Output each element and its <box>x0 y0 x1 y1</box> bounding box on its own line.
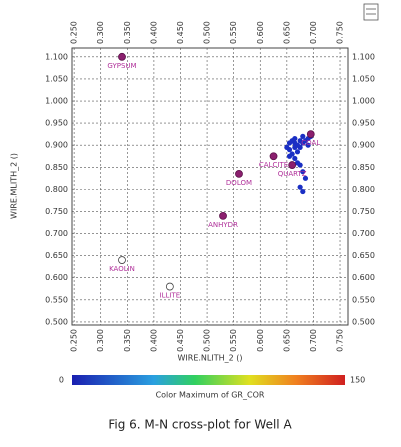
mineral-point <box>235 170 243 178</box>
data-point <box>300 169 306 175</box>
x-tick-label: 0.300 <box>96 329 105 352</box>
mineral-point <box>118 256 126 264</box>
data-point <box>286 153 293 159</box>
y-tick-label: 0.600 <box>352 273 375 282</box>
y-tick-label: 1.100 <box>45 52 68 61</box>
y-tick-label: 0.650 <box>45 251 68 260</box>
x-tick-label: 0.650 <box>282 21 291 44</box>
y-tick-label: 0.900 <box>45 141 68 150</box>
y-tick-label: 0.850 <box>352 163 375 172</box>
data-point <box>292 144 298 151</box>
y-tick-label: 1.100 <box>352 52 375 61</box>
mineral-label: DOLOM <box>226 179 252 187</box>
y-tick-label: 1.000 <box>45 97 68 106</box>
x-tick-label: 0.500 <box>203 21 212 44</box>
x-axis-label: WIRE.NLITH_2 () <box>177 354 242 363</box>
x-tick-label: 0.450 <box>176 21 185 44</box>
y-tick-label: 0.700 <box>45 229 68 238</box>
y-tick-label: 0.650 <box>352 251 375 260</box>
y-axis-label: WIRE.MLITH_2 () <box>10 153 19 219</box>
x-tick-label: 0.400 <box>149 21 158 44</box>
y-tick-label: 0.600 <box>45 273 68 282</box>
data-point <box>292 155 298 162</box>
mineral-label: CALCITE <box>259 161 288 169</box>
x-tick-label: 0.350 <box>123 21 132 44</box>
data-point <box>297 184 303 190</box>
y-tick-label: 0.900 <box>352 141 375 150</box>
data-point <box>302 175 309 181</box>
x-tick-label: 0.650 <box>282 329 291 352</box>
x-tick-label: 0.550 <box>229 21 238 44</box>
mineral-point <box>288 161 297 169</box>
mineral-point <box>306 130 315 139</box>
x-tick-label: 0.700 <box>309 21 318 44</box>
y-tick-label: 0.800 <box>45 185 68 194</box>
y-tick-label: 0.950 <box>45 119 68 128</box>
x-tick-label: 0.750 <box>336 329 345 352</box>
data-point <box>292 135 298 142</box>
mineral-label: KAOLIN <box>109 265 135 273</box>
y-tick-label: 0.550 <box>45 295 68 304</box>
x-tick-label: 0.600 <box>256 329 265 352</box>
data-point <box>292 140 298 146</box>
data-point <box>297 144 303 151</box>
caption: Fig 6. M-N cross-plot for Well A <box>108 418 292 432</box>
y-tick-label: 0.850 <box>45 163 68 172</box>
x-tick-label: 0.700 <box>309 329 318 352</box>
mineral-label: QUARTZ <box>278 170 307 178</box>
corner-icon <box>363 3 379 21</box>
data-point <box>297 162 303 168</box>
y-tick-label: 0.500 <box>352 317 375 326</box>
data-point <box>300 188 306 195</box>
x-tick-label: 0.500 <box>203 329 212 352</box>
mineral-point <box>269 152 278 161</box>
mineral-label: COAL <box>301 139 320 147</box>
data-point <box>305 142 311 148</box>
x-tick-label: 0.450 <box>176 329 185 352</box>
y-tick-label: 0.550 <box>352 295 375 304</box>
x-tick-label: 0.300 <box>96 21 105 44</box>
y-tick-label: 0.500 <box>45 317 68 326</box>
x-tick-label: 0.550 <box>229 329 238 352</box>
y-tick-label: 0.750 <box>352 207 375 216</box>
plot-frame <box>71 47 349 326</box>
mineral-label: GYPSUM <box>107 62 136 70</box>
colorbar-label: Color Maximum of GR_COR <box>156 391 265 400</box>
y-tick-label: 1.050 <box>352 74 375 83</box>
mineral-point <box>219 211 227 220</box>
x-tick-label: 0.750 <box>336 21 345 44</box>
x-tick-label: 0.600 <box>256 21 265 44</box>
x-tick-label: 0.250 <box>70 329 79 352</box>
y-tick-label: 0.700 <box>352 229 375 238</box>
data-point <box>284 144 290 151</box>
colorbar <box>72 375 345 385</box>
x-tick-label: 0.250 <box>70 21 79 44</box>
colorbar-min: 0 <box>59 376 64 385</box>
mineral-point <box>165 282 174 291</box>
y-tick-label: 0.800 <box>352 185 375 194</box>
colorbar-max: 150 <box>350 376 365 385</box>
y-tick-label: 1.000 <box>352 97 375 106</box>
y-tick-label: 0.950 <box>352 119 375 128</box>
mineral-label: ILLITE <box>160 292 181 300</box>
x-tick-label: 0.400 <box>149 329 158 352</box>
y-tick-label: 1.050 <box>45 74 68 83</box>
y-tick-label: 0.750 <box>45 207 68 216</box>
data-point <box>300 133 306 139</box>
x-tick-label: 0.350 <box>123 329 132 352</box>
mineral-label: ANHYDR <box>208 221 238 229</box>
data-point <box>294 149 301 155</box>
mineral-point <box>118 52 126 61</box>
